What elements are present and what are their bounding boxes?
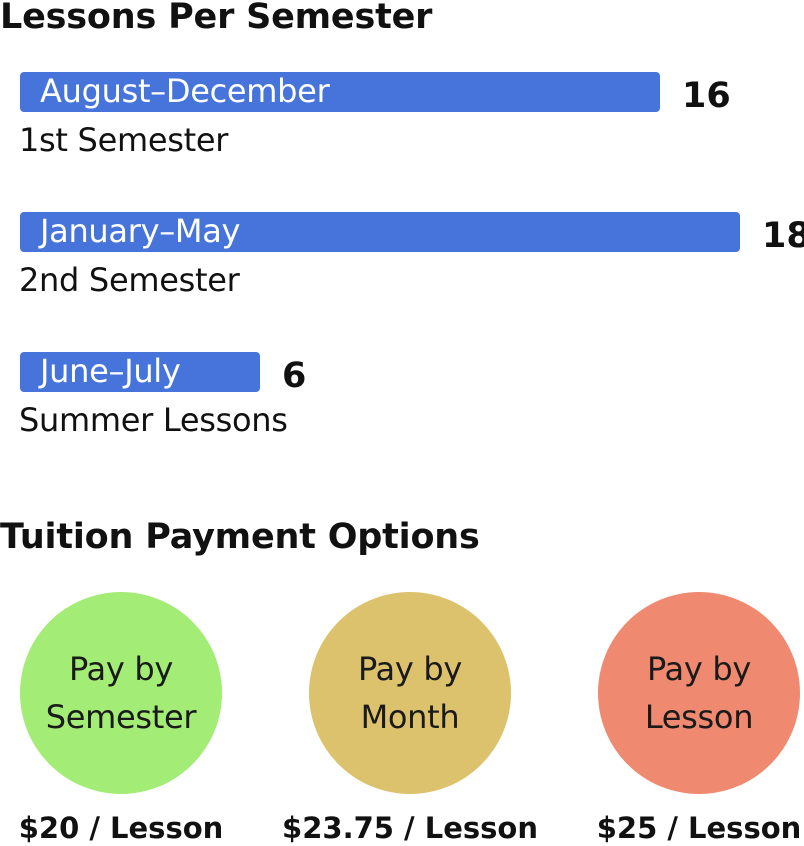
bar-value-label: 16 [682, 76, 731, 116]
bar-date-range-label: January–May [40, 212, 241, 250]
payment-option-label-line1: Pay by [357, 650, 463, 688]
payment-option-label-line1: Pay by [646, 650, 752, 688]
lessons-chart-title: Lessons Per Semester [0, 0, 433, 37]
payment-option-label-line2: Lesson [644, 698, 754, 736]
bar-category-label: 2nd Semester [19, 261, 240, 299]
payment-option-circle: Pay by Lesson [598, 592, 800, 794]
payment-option-price: $25 / Lesson [596, 811, 802, 845]
payment-option-lesson: Pay by Lesson $25 / Lesson [597, 592, 801, 845]
bar: August–December [20, 72, 660, 112]
bar: June–July [20, 352, 260, 392]
payment-option-price: $23.75 / Lesson [282, 811, 538, 845]
payment-option-label: Pay by Lesson [609, 645, 789, 741]
bar-date-range-label: June–July [40, 352, 181, 390]
payment-option-label: Pay by Month [320, 645, 500, 741]
payment-option-label-line1: Pay by [68, 650, 174, 688]
bar-row: June–July 6 Summer Lessons [19, 352, 804, 442]
payment-option-circle: Pay by Semester [20, 592, 222, 794]
bar-value-label: 18 [762, 216, 804, 256]
payment-option-label-line2: Month [360, 698, 460, 736]
payment-option-label: Pay by Semester [31, 645, 211, 741]
bar-row: January–May 18 2nd Semester [19, 212, 804, 302]
payment-option-price: $20 / Lesson [18, 811, 224, 845]
payment-option-label-line2: Semester [45, 698, 197, 736]
bar-category-label: 1st Semester [19, 121, 229, 159]
tuition-section-title: Tuition Payment Options [0, 517, 480, 557]
bar-value-label: 6 [282, 356, 307, 396]
bar-category-label: Summer Lessons [19, 401, 288, 439]
bar-row: August–December 16 1st Semester [19, 72, 804, 162]
bar: January–May [20, 212, 740, 252]
payment-option-semester: Pay by Semester $20 / Lesson [19, 592, 223, 845]
bar-date-range-label: August–December [40, 72, 330, 110]
payment-option-month: Pay by Month $23.75 / Lesson [282, 592, 538, 845]
payment-option-circle: Pay by Month [309, 592, 511, 794]
